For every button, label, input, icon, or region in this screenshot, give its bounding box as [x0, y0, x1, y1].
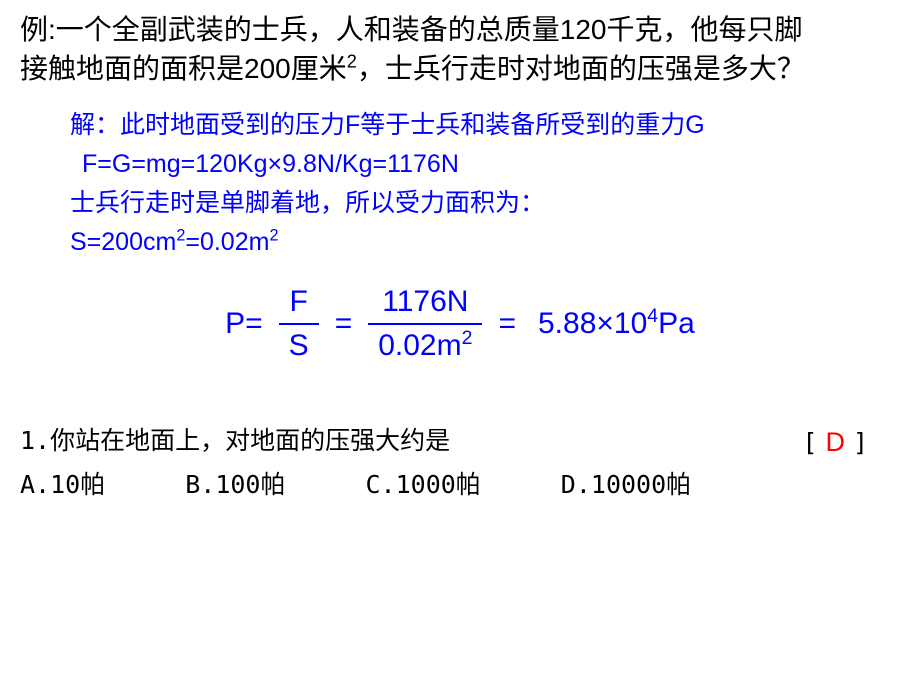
frac2-num: 1176N: [372, 281, 478, 323]
frac2-den-a: 0.02m: [378, 329, 461, 362]
opt-a: A.10帕: [20, 465, 105, 505]
solution-block: 解：此时地面受到的压力F等于士兵和装备所受到的重力G F=G=mg=120Kg×…: [70, 106, 900, 261]
fraction-FS: F S: [279, 281, 319, 366]
fraction-values: 1176N 0.02m2: [368, 281, 482, 366]
example-question: 例:一个全副武装的士兵，人和装备的总质量120千克，他每只脚 接触地面的面积是2…: [20, 10, 900, 88]
formula-eq2: =: [498, 307, 516, 341]
mcq-stem: 1.你站在地面上，对地面的压强大约是: [20, 421, 802, 464]
frac2-den: 0.02m2: [368, 323, 482, 367]
question-line2b: ，士兵行走时对地面的压强是多大？: [357, 53, 805, 84]
result-b: Pa: [658, 307, 695, 340]
frac1-num: F: [280, 281, 318, 323]
bracket-open: [: [802, 423, 819, 463]
solution-l4: S=200cm2=0.02m2: [70, 223, 900, 262]
solution-l3: 士兵行走时是单脚着地，所以受力面积为：: [70, 184, 900, 223]
result-a: 5.88×10: [538, 307, 647, 340]
opt-d: D.10000帕: [561, 465, 691, 505]
mcq-answer: D: [825, 421, 847, 464]
solution-l4b: =0.02m: [185, 228, 269, 256]
solution-l4a: S=200cm: [70, 228, 176, 256]
solution-l2: F=G=mg=120Kg×9.8N/Kg=1176N: [82, 145, 900, 184]
opt-c: C.1000帕: [365, 465, 480, 505]
pressure-formula: P= F S = 1176N 0.02m2 = 5.88×104Pa: [20, 281, 900, 366]
mcq-row1: 1.你站在地面上，对地面的压强大约是 [ D ]: [20, 421, 900, 464]
formula-result: 5.88×104Pa: [538, 307, 695, 341]
mcq-options: A.10帕 B.100帕 C.1000帕 D.10000帕: [20, 465, 900, 505]
slide: 例:一个全副武装的士兵，人和装备的总质量120千克，他每只脚 接触地面的面积是2…: [0, 0, 920, 515]
solution-l4exp1: 2: [176, 226, 185, 244]
question-line2a: 接触地面的面积是200厘米: [20, 53, 347, 84]
solution-l4exp2: 2: [269, 226, 278, 244]
formula-Peq: P=: [225, 307, 263, 341]
mcq-block: 1.你站在地面上，对地面的压强大约是 [ D ] A.10帕 B.100帕 C.…: [20, 421, 900, 504]
formula-eq1: =: [335, 307, 353, 341]
solution-l1: 解：此时地面受到的压力F等于士兵和装备所受到的重力G: [70, 106, 900, 145]
opt-b: B.100帕: [185, 465, 285, 505]
question-exp: 2: [347, 52, 357, 72]
mcq-bracket: [ D ]: [802, 421, 900, 464]
bracket-close: ]: [853, 423, 870, 463]
question-line1: 例:一个全副武装的士兵，人和装备的总质量120千克，他每只脚: [20, 14, 803, 45]
result-exp: 4: [647, 305, 658, 327]
frac2-den-exp: 2: [462, 327, 473, 349]
frac1-den: S: [279, 323, 319, 367]
